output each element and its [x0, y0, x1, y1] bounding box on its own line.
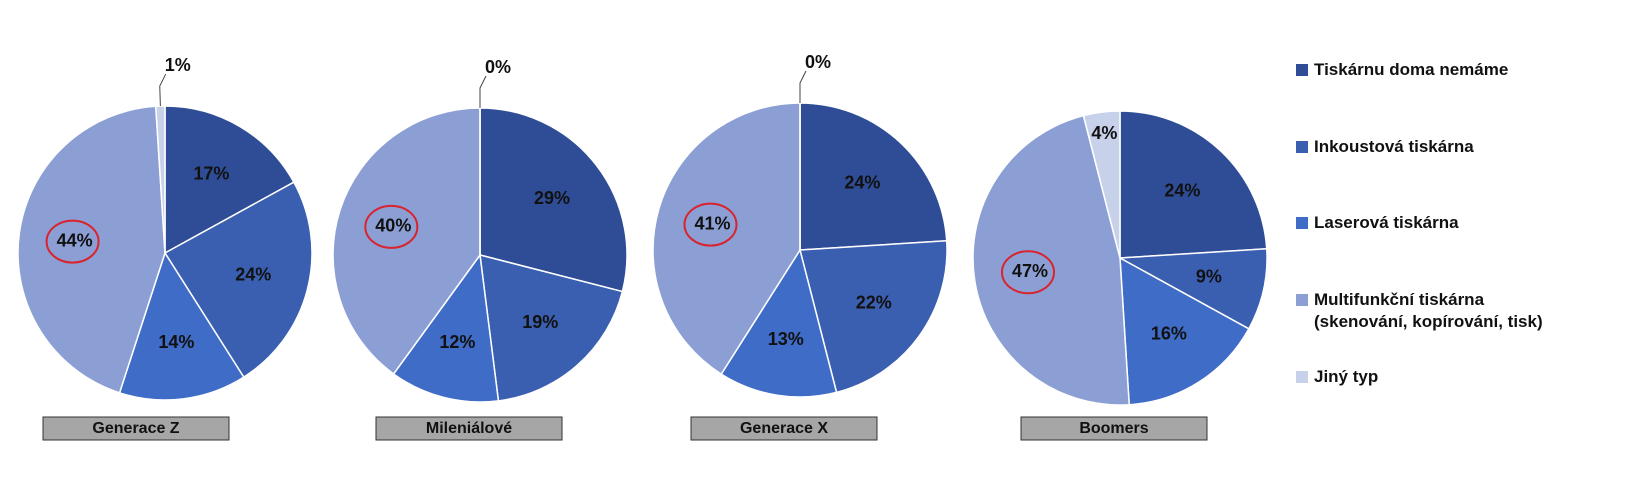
pie-slice — [17, 105, 166, 394]
legend-item: Jiný typ — [1296, 366, 1626, 388]
leader-line — [799, 70, 807, 103]
legend-item: Laserová tiskárna — [1296, 212, 1626, 234]
highlight-circle — [364, 204, 419, 249]
pie-slice — [799, 239, 948, 394]
data-label: 24% — [844, 172, 880, 192]
group-label-box — [690, 416, 878, 441]
group-label-box — [375, 416, 563, 441]
data-label: 16% — [1151, 324, 1187, 344]
leader-line — [479, 75, 487, 108]
data-label: 41% — [694, 213, 730, 233]
pie-slice — [118, 251, 245, 401]
data-label: 1% — [165, 55, 191, 75]
data-label: 44% — [57, 230, 93, 250]
group-label-box — [42, 416, 230, 441]
group-label: Generace X — [740, 420, 828, 437]
legend-item: Tiskárnu doma nemáme — [1296, 59, 1626, 81]
legend-label: Tiskárnu doma nemáme — [1314, 60, 1509, 79]
data-label: 40% — [375, 216, 411, 236]
pie-slice — [799, 102, 948, 251]
data-label: 24% — [235, 264, 271, 284]
legend-swatch — [1296, 294, 1308, 306]
pie-slice — [720, 248, 838, 398]
legend-swatch — [1296, 64, 1308, 76]
legend-label: Laserová tiskárna — [1314, 213, 1459, 232]
legend-label: Inkoustová tiskárna — [1314, 137, 1474, 156]
data-label: 47% — [1012, 261, 1048, 281]
pie-slice — [392, 253, 500, 403]
data-label: 4% — [1091, 123, 1117, 143]
pie-slice — [972, 114, 1131, 406]
data-label: 13% — [768, 329, 804, 349]
pie-slice — [479, 107, 628, 293]
legend-item: Multifunkční tiskárna (skenování, kopíro… — [1296, 289, 1626, 333]
pie-slice — [1119, 110, 1268, 259]
pie-slice — [332, 107, 481, 375]
group-label: Boomers — [1079, 420, 1148, 437]
data-label: 19% — [522, 312, 558, 332]
pie-slice — [479, 253, 624, 402]
data-label: 0% — [485, 57, 511, 77]
group-label: Generace Z — [92, 420, 179, 437]
pie-slice — [163, 181, 313, 379]
data-label: 9% — [1196, 267, 1222, 287]
data-label: 29% — [534, 188, 570, 208]
data-label: 0% — [805, 52, 831, 72]
legend-label: Jiný typ — [1314, 367, 1379, 386]
legend-item: Inkoustová tiskárna — [1296, 136, 1626, 158]
data-label: 24% — [1164, 180, 1200, 200]
group-label: Mileniálové — [426, 420, 512, 437]
pie-slice — [1082, 110, 1121, 259]
legend-swatch — [1296, 217, 1308, 229]
highlight-circle — [1000, 250, 1055, 295]
highlight-circle — [45, 219, 100, 264]
pie-slice — [652, 102, 801, 376]
leader-line — [159, 73, 167, 107]
legend-label: Multifunkční tiskárna (skenování, kopíro… — [1314, 290, 1543, 331]
legend-swatch — [1296, 141, 1308, 153]
data-label: 14% — [158, 332, 194, 352]
pie-slice — [1119, 256, 1250, 406]
data-label: 22% — [856, 292, 892, 312]
pie-slice — [164, 105, 295, 255]
group-label-box — [1020, 416, 1208, 441]
legend-swatch — [1296, 371, 1308, 383]
pie-slice — [1117, 247, 1268, 330]
highlight-circle — [683, 202, 738, 247]
data-label: 17% — [193, 163, 229, 183]
data-label: 12% — [439, 332, 475, 352]
